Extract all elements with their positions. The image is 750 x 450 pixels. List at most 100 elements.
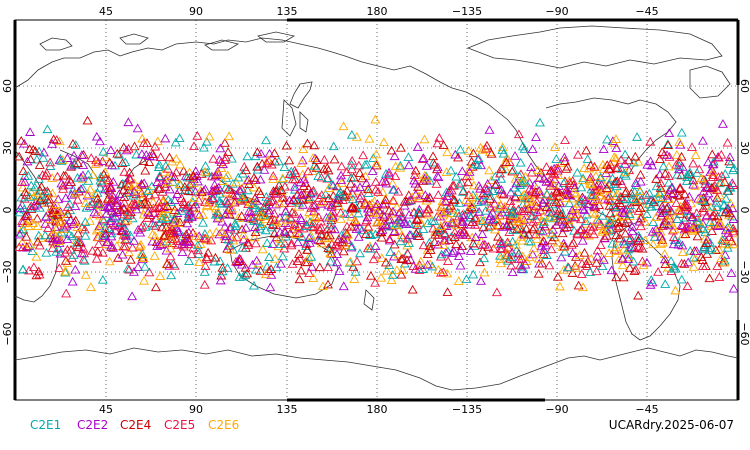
observation-marker xyxy=(621,194,632,203)
observation-marker xyxy=(92,188,103,197)
observation-marker xyxy=(315,198,326,208)
observation-marker xyxy=(562,262,573,272)
observation-marker xyxy=(563,215,574,225)
observation-marker xyxy=(539,217,549,226)
observation-marker xyxy=(72,172,83,182)
observation-marker xyxy=(136,149,147,158)
observation-marker xyxy=(292,256,303,266)
observation-marker xyxy=(279,243,290,253)
observation-marker xyxy=(335,187,346,197)
observation-marker xyxy=(663,140,673,150)
observation-marker xyxy=(616,164,627,173)
observation-marker xyxy=(56,156,67,165)
observation-marker xyxy=(347,155,358,165)
observation-marker xyxy=(715,217,726,227)
observation-marker xyxy=(143,199,154,209)
observation-marker xyxy=(56,227,67,237)
observation-marker xyxy=(242,151,253,161)
observation-marker xyxy=(80,270,91,279)
observation-marker xyxy=(434,225,445,235)
observation-marker xyxy=(380,257,391,267)
observation-marker xyxy=(338,281,349,291)
observation-marker xyxy=(493,231,504,241)
observation-marker xyxy=(332,193,343,203)
observation-marker xyxy=(179,199,190,209)
observation-marker xyxy=(404,238,415,247)
observation-marker xyxy=(503,238,514,248)
observation-marker xyxy=(233,172,244,182)
observation-marker xyxy=(541,177,552,186)
observation-marker xyxy=(90,159,101,168)
observation-marker xyxy=(361,178,372,188)
observation-marker xyxy=(452,207,463,217)
observation-marker xyxy=(370,241,381,251)
observation-marker xyxy=(201,254,212,263)
observation-marker xyxy=(591,216,602,226)
observation-marker xyxy=(499,201,510,211)
observation-marker xyxy=(296,158,307,167)
observation-marker xyxy=(653,192,664,202)
observation-marker xyxy=(186,249,197,259)
observation-marker xyxy=(245,207,256,216)
observation-marker xyxy=(231,177,242,187)
observation-marker xyxy=(693,193,704,203)
observation-marker xyxy=(323,173,333,183)
observation-marker xyxy=(461,171,472,181)
observation-marker xyxy=(664,184,675,194)
observation-marker xyxy=(211,203,222,213)
observation-marker xyxy=(196,187,207,197)
observation-marker xyxy=(248,280,259,290)
observation-marker xyxy=(688,158,699,168)
observation-marker xyxy=(695,194,706,204)
observation-marker xyxy=(121,145,132,155)
observation-marker xyxy=(274,212,285,222)
observation-marker xyxy=(728,226,738,236)
observation-marker xyxy=(83,176,94,185)
observation-marker xyxy=(722,242,733,252)
observation-marker xyxy=(72,194,83,204)
observation-marker xyxy=(725,198,736,208)
observation-marker xyxy=(523,229,534,239)
observation-marker xyxy=(595,240,606,250)
observation-marker xyxy=(220,209,231,219)
observation-marker xyxy=(25,239,36,249)
observation-marker xyxy=(408,261,419,270)
observation-marker xyxy=(188,202,199,212)
observation-marker xyxy=(323,183,334,192)
observation-marker xyxy=(607,238,618,248)
observation-marker xyxy=(677,162,688,171)
observation-marker xyxy=(382,265,392,275)
observation-marker xyxy=(155,152,166,162)
observation-marker xyxy=(485,190,495,200)
observation-marker xyxy=(502,237,513,247)
observation-marker xyxy=(438,140,449,150)
observation-marker xyxy=(682,172,693,181)
observation-marker xyxy=(264,252,275,261)
observation-marker xyxy=(346,211,357,221)
observation-marker xyxy=(410,165,421,175)
observation-marker xyxy=(448,205,459,215)
observation-marker xyxy=(353,160,364,170)
observation-marker xyxy=(418,240,429,250)
observation-marker xyxy=(384,260,395,269)
observation-marker xyxy=(506,260,517,270)
observation-marker xyxy=(261,135,272,145)
observation-marker xyxy=(474,206,485,216)
observation-marker xyxy=(154,171,165,180)
observation-marker xyxy=(182,237,193,246)
observation-marker xyxy=(122,263,133,273)
observation-marker xyxy=(611,207,622,217)
observation-marker xyxy=(691,246,702,255)
observation-marker xyxy=(395,142,406,152)
observation-marker xyxy=(243,240,254,249)
observation-marker xyxy=(181,229,192,238)
observation-marker xyxy=(117,249,128,259)
observation-marker xyxy=(279,181,290,191)
observation-marker xyxy=(125,179,135,189)
observation-marker xyxy=(144,157,155,166)
observation-marker xyxy=(371,158,382,168)
observation-marker xyxy=(314,262,325,272)
observation-marker xyxy=(683,257,694,267)
observation-marker xyxy=(304,233,315,242)
observation-marker xyxy=(391,265,402,274)
